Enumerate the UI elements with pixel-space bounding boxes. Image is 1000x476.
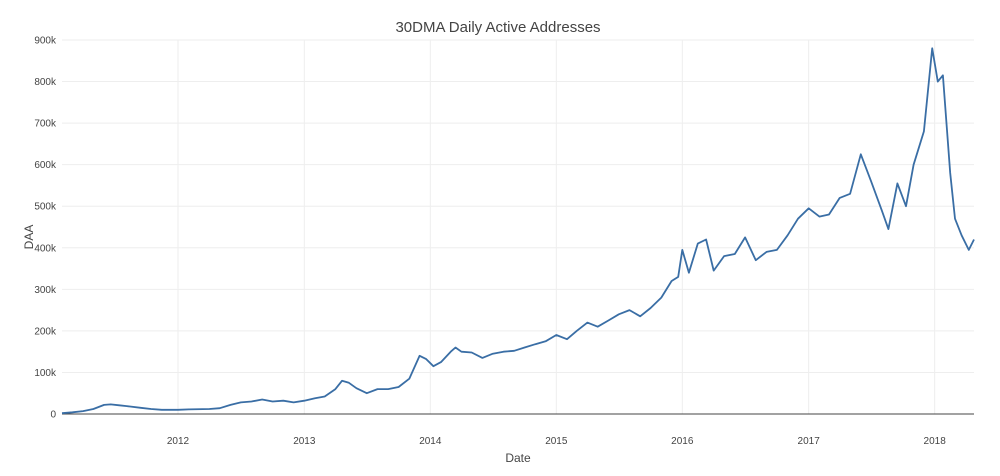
series-layer xyxy=(61,47,975,415)
x-tick-label: 2018 xyxy=(924,436,947,447)
x-axis: 2012 2013 2014 2015 2016 2017 2018 xyxy=(62,413,974,447)
y-tick-label: 400k xyxy=(34,243,57,254)
chart-title: 30DMA Daily Active Addresses xyxy=(395,19,600,36)
y-tick-label: 0 xyxy=(50,410,56,421)
x-tick-label: 2014 xyxy=(419,436,442,447)
x-tick-label: 2017 xyxy=(798,436,821,447)
y-tick-label: 100k xyxy=(34,368,57,379)
x-tick-label: 2013 xyxy=(293,436,316,447)
series-line xyxy=(61,47,975,415)
y-tick-label: 600k xyxy=(34,160,57,171)
y-tick-label: 200k xyxy=(34,326,57,337)
y-tick-label: 900k xyxy=(34,36,57,47)
y-tick-label: 300k xyxy=(34,285,57,296)
x-tick-label: 2015 xyxy=(545,436,568,447)
x-axis-label: Date xyxy=(505,451,531,465)
y-axis: 0 100k 200k 300k 400k 500k 600k 700k 800k 900k xyxy=(34,36,57,421)
y-axis-label: DAA xyxy=(22,225,36,250)
y-tick-label: 800k xyxy=(34,77,57,88)
x-tick-label: 2016 xyxy=(671,436,694,447)
grid-layer xyxy=(62,39,974,414)
y-tick-label: 700k xyxy=(34,119,57,130)
x-tick-label: 2012 xyxy=(167,436,190,447)
y-tick-label: 500k xyxy=(34,202,57,213)
